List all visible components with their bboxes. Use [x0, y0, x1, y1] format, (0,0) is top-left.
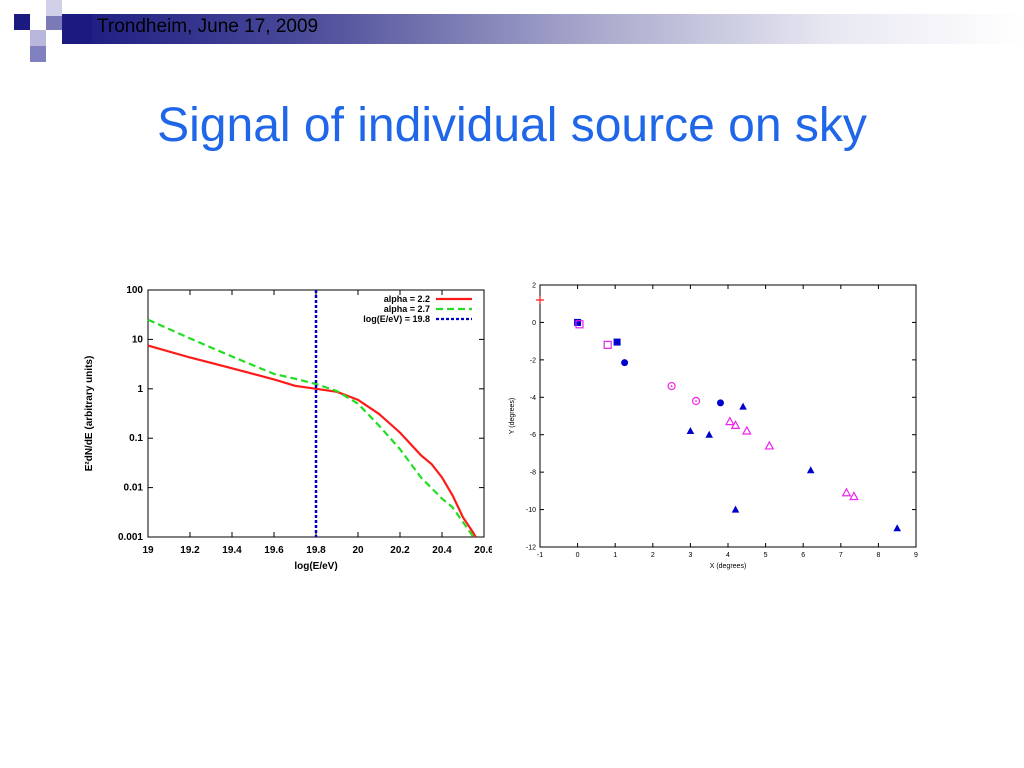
point-triangle-open [764, 440, 775, 450]
point-plus [536, 295, 544, 304]
x-tick-label: 20.6 [474, 545, 492, 556]
point-circle-open [667, 381, 676, 391]
point-circle-open-dot [695, 400, 697, 402]
point-circle-filled [716, 399, 724, 407]
y-tick-label: 100 [126, 285, 143, 296]
y-tick-label: 0 [532, 320, 536, 327]
point-triangle-open [730, 420, 741, 429]
y-tick-label: -8 [530, 470, 536, 477]
spectrum-chart-svg: 19 19.2 19.4 19.6 19.8 20 20.2 20.4 20.6 0.001 0.0… [84, 285, 494, 572]
x-tick-label: 0 [576, 552, 580, 559]
point-triangle-filled [686, 426, 695, 434]
y-tick-label: 10 [132, 334, 144, 345]
y-tick-label: 1 [137, 384, 143, 395]
point-circle-filled [621, 359, 629, 367]
header-gradient-bar [62, 14, 1024, 44]
x-tick-label: 9 [914, 552, 918, 559]
x-tick-label: 19.2 [180, 545, 200, 556]
x-tick-label: 2 [651, 552, 655, 559]
logo-square-blue [30, 46, 46, 62]
legend-label: log(E/eV) = 19.8 [363, 314, 430, 324]
logo-square-mid [46, 16, 62, 30]
y-axis-label: E²dN/dE (arbitrary units) [84, 356, 95, 472]
logo-square-light [30, 30, 46, 46]
y-tick-label: -4 [530, 395, 536, 402]
series-line-2 [147, 318, 475, 538]
point-circle-open [691, 396, 701, 406]
point-triangle-filled [893, 524, 901, 532]
point-triangle-open [741, 425, 752, 435]
y-axis-label: Y (degrees) [509, 398, 516, 434]
point-square-open [575, 320, 584, 329]
point-circle-open-dot [670, 385, 673, 387]
spectrum-chart: 19 19.2 19.4 19.6 19.8 20 20.2 20.4 20.6 0.001 0.0… [78, 280, 494, 580]
x-tick-label: 8 [876, 552, 880, 559]
y-tick-label: 0.01 [124, 483, 144, 494]
logo-square-navy [14, 14, 30, 30]
x-tick-label: 7 [839, 552, 843, 559]
y-tick-label: 0.1 [129, 433, 143, 444]
point-triangle-open [725, 416, 735, 426]
x-tick-label: -1 [537, 552, 543, 559]
sky-position-chart: -1 0 1 2 3 4 5 6 7 8 9 -12 -10 -8 -6 -4 -2 0 2 X (degrees) Y… [505, 280, 925, 580]
point-square-filled [574, 318, 582, 326]
x-axis-label: X (degrees) [710, 563, 747, 570]
y-tick-label: -10 [526, 507, 536, 514]
x-axis-label: log(E/eV) [294, 561, 337, 572]
point-triangle-filled [731, 505, 740, 513]
y-tick-label: 0.001 [118, 532, 143, 543]
x-tick-label: 6 [801, 552, 805, 559]
x-tick-label: 19 [142, 545, 154, 556]
x-tick-label: 19.6 [264, 545, 284, 556]
plot-frame [539, 284, 917, 548]
slide-header: Trondheim, June 17, 2009 [0, 0, 1024, 62]
point-triangle-filled [705, 430, 713, 438]
legend-label: alpha = 2.2 [384, 294, 430, 304]
x-tick-label: 5 [764, 552, 768, 559]
logo-square-navy-2 [62, 14, 92, 44]
slide-title: Signal of individual source on sky [157, 99, 867, 152]
y-tick-label: -6 [530, 432, 536, 439]
point-square-open [603, 340, 612, 349]
header-date: Trondheim, June 17, 2009 [97, 16, 319, 37]
point-triangle-open [849, 491, 859, 501]
x-tick-label: 1 [613, 552, 617, 559]
x-tick-label: 19.8 [306, 545, 326, 556]
point-triangle-filled [806, 466, 815, 474]
x-tick-label: 3 [688, 552, 692, 559]
logo-square-pale [46, 0, 62, 16]
y-tick-label: -12 [526, 545, 536, 552]
x-tick-label: 4 [726, 552, 730, 559]
x-tick-label: 20.4 [432, 545, 452, 556]
y-tick-label: -2 [530, 357, 536, 364]
point-square-filled [613, 338, 621, 346]
series-line-1 [147, 344, 477, 538]
x-tick-label: 20.2 [390, 545, 410, 556]
x-tick-label: 19.4 [222, 545, 242, 556]
x-tick-label: 20 [352, 545, 364, 556]
y-tick-label: 2 [532, 283, 536, 290]
point-triangle-open [841, 487, 852, 497]
legend-label: alpha = 2.7 [384, 304, 430, 314]
point-triangle-filled [739, 402, 747, 410]
